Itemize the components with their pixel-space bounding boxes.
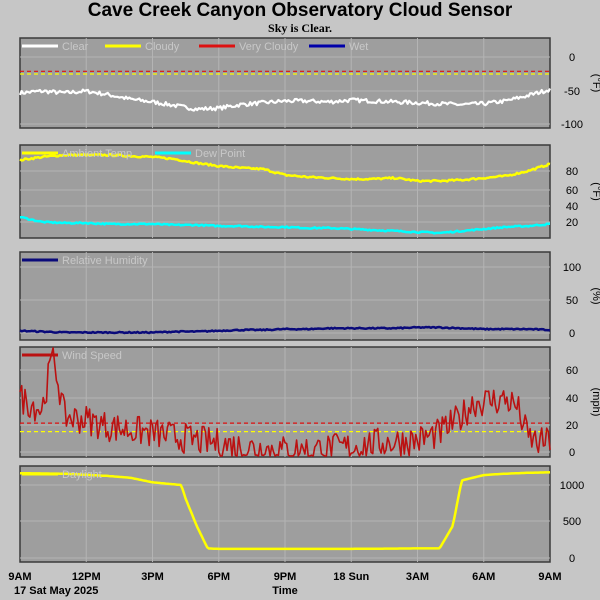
- legend-label: Daylight: [62, 469, 102, 481]
- page-title: Cave Creek Canyon Observatory Cloud Sens…: [87, 0, 513, 21]
- y-tick-label: -50: [564, 86, 580, 98]
- chart-panel-4: [19, 346, 551, 458]
- x-tick-label: 9AM: [8, 571, 31, 583]
- series-line-wind-speed: [19, 347, 551, 457]
- series-line-relative-humidity: [19, 325, 551, 335]
- x-tick-label: 3AM: [406, 571, 429, 583]
- x-tick-label: 12PM: [72, 571, 101, 583]
- y-axis-label: (°F): [590, 74, 600, 92]
- y-tick-label: 60: [566, 365, 578, 377]
- series-line-dew-point: [20, 216, 550, 235]
- chart-panel-3: [19, 251, 551, 341]
- legend-label: Very Cloudy: [239, 41, 299, 53]
- legend-label: Wet: [349, 41, 368, 53]
- legend-label: Dew Point: [195, 148, 245, 160]
- x-tick-label: 9PM: [274, 571, 297, 583]
- x-tick-label: 6AM: [472, 571, 495, 583]
- x-tick-label: 18 Sun: [333, 571, 369, 583]
- legend-label: Wind Speed: [62, 350, 122, 362]
- y-tick-label: 100: [563, 262, 581, 274]
- y-tick-label: 80: [566, 166, 578, 178]
- chart-panel-1: [18, 37, 551, 129]
- y-tick-label: 20: [566, 217, 578, 229]
- page-subtitle: Sky is Clear.: [268, 21, 332, 35]
- series-line-clear: [18, 87, 551, 112]
- x-axis-label: Time: [272, 585, 297, 597]
- y-tick-label: 40: [566, 393, 578, 405]
- chart-panel-5: [19, 465, 551, 563]
- y-tick-label: 40: [566, 201, 578, 213]
- chart-panel-2: [19, 144, 551, 239]
- legend-label: Ambient Temp: [62, 148, 132, 160]
- y-tick-label: 0: [569, 447, 575, 459]
- y-tick-label: 20: [566, 420, 578, 432]
- legend-label: Relative Humidity: [62, 255, 148, 267]
- y-tick-label: 500: [563, 516, 581, 528]
- y-tick-label: 0: [569, 553, 575, 565]
- y-tick-label: 50: [566, 295, 578, 307]
- y-axis-label: (%): [590, 287, 600, 304]
- legend-label: Cloudy: [145, 41, 180, 53]
- y-tick-label: 60: [566, 185, 578, 197]
- y-axis-label: (°F): [590, 182, 600, 200]
- x-tick-label: 3PM: [141, 571, 164, 583]
- x-tick-label: 9AM: [538, 571, 561, 583]
- y-axis-label: (mph): [590, 388, 600, 417]
- legend-label: Clear: [62, 41, 89, 53]
- y-tick-label: 0: [569, 52, 575, 64]
- x-tick-label: 6PM: [207, 571, 230, 583]
- y-tick-label: -100: [561, 119, 583, 131]
- series-line-ambient-temp: [19, 152, 551, 184]
- date-label: 17 Sat May 2025: [14, 585, 98, 597]
- y-tick-label: 1000: [560, 480, 584, 492]
- series-line-daylight: [19, 471, 551, 551]
- y-tick-label: 0: [569, 328, 575, 340]
